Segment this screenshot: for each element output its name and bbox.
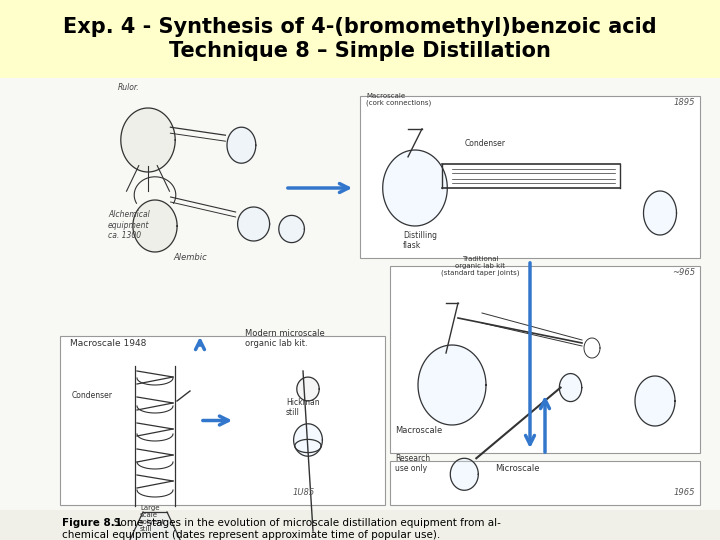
Text: Technique 8 – Simple Distillation: Technique 8 – Simple Distillation [169, 41, 551, 61]
Text: chemical equipment (dates represent approximate time of popular use).: chemical equipment (dates represent appr… [62, 530, 440, 540]
Text: Macroscale
(cork connections): Macroscale (cork connections) [366, 93, 431, 106]
Text: Macroscale: Macroscale [395, 426, 442, 435]
Text: Some stages in the evolution of microscale distillation equipment from al-: Some stages in the evolution of microsca… [104, 518, 501, 528]
Text: Exp. 4 - Synthesis of 4-(bromomethyl)benzoic acid: Exp. 4 - Synthesis of 4-(bromomethyl)ben… [63, 17, 657, 37]
Text: ~965: ~965 [672, 268, 695, 277]
Polygon shape [383, 150, 447, 226]
Polygon shape [279, 215, 305, 242]
Text: 1895: 1895 [673, 98, 695, 107]
Text: Condenser: Condenser [465, 139, 506, 148]
Polygon shape [121, 108, 175, 172]
Bar [390, 461, 700, 505]
Polygon shape [559, 374, 582, 402]
Polygon shape [644, 191, 677, 235]
Bar [0, 78, 720, 510]
Polygon shape [450, 458, 478, 490]
Text: Figure 8.1: Figure 8.1 [62, 518, 122, 528]
Polygon shape [297, 377, 319, 401]
Bar [60, 336, 385, 505]
Bar [0, 0, 720, 78]
Text: Traditional
organic lab kit
(standard taper joints): Traditional organic lab kit (standard ta… [441, 256, 519, 276]
Text: Distilling
flask: Distilling flask [403, 231, 437, 250]
Bar [390, 266, 700, 453]
Text: Research
use only: Research use only [395, 454, 430, 473]
Text: 1965: 1965 [673, 488, 695, 497]
Polygon shape [635, 376, 675, 426]
Bar [360, 96, 700, 258]
Polygon shape [294, 424, 323, 456]
Text: Modern microscale
organic lab kit.: Modern microscale organic lab kit. [245, 329, 325, 348]
Text: Microscale: Microscale [495, 464, 539, 473]
Text: Alchemical
equipment
ca. 1300: Alchemical equipment ca. 1300 [108, 210, 150, 240]
Text: Condenser: Condenser [72, 391, 113, 400]
Polygon shape [133, 200, 177, 252]
Text: 1U85: 1U85 [293, 488, 315, 497]
Text: Rulor.: Rulor. [118, 83, 140, 92]
Polygon shape [418, 345, 486, 425]
Text: Large
scale
solvent
still: Large scale solvent still [140, 505, 166, 532]
Text: Alembic: Alembic [173, 253, 207, 262]
Polygon shape [127, 512, 183, 540]
Polygon shape [227, 127, 256, 163]
Polygon shape [238, 207, 269, 241]
Text: Macroscale 1948: Macroscale 1948 [70, 339, 146, 348]
Text: Hickman
still: Hickman still [286, 397, 320, 417]
